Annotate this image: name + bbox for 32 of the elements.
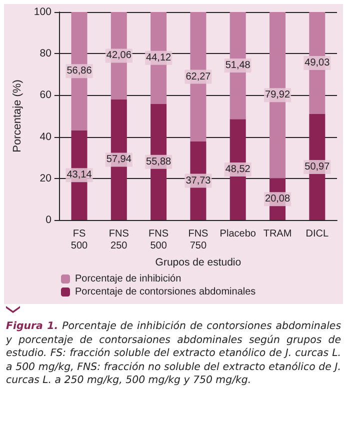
x-tick-label: FNS 250	[108, 228, 130, 252]
legend-label: Porcentaje de inhibición	[75, 274, 182, 284]
legend-label: Porcentaje de contorsiones abdominales	[75, 286, 256, 298]
x-tick-label: FS 500	[70, 228, 88, 252]
y-tick-label: 40	[40, 130, 52, 143]
x-tick-label: FNS 500	[148, 228, 169, 252]
y-tick-label: 60	[40, 89, 52, 102]
y-tick-label: 0	[46, 214, 52, 226]
data-label: 20,08	[265, 194, 290, 205]
x-tick-label: FNS 750	[188, 228, 209, 252]
data-label: 57,94	[106, 154, 132, 166]
data-label: 51,48	[225, 60, 251, 72]
y-tick-label: 20	[40, 172, 52, 184]
data-label: 48,52	[225, 164, 251, 176]
x-tick-label: Placebo	[220, 228, 256, 240]
text: Figura 1. Porcentaje de inhibición de contorsiones abdominales y porcentaje de contorsaiones abdominales según grupos de estudio. FS: fracción soluble del extracto etanólico de J. curcas L. a 500 mg/kg, FNS: fracción no soluble del extracto etanólico de J. curcas L. a 250 mg/kg, 500 mg/kg y 750 mg/kg.	[6, 320, 342, 388]
y-axis-title: Porcentaje (%)	[12, 80, 24, 152]
data-label: 42,06	[106, 50, 132, 62]
data-label: 44,12	[146, 52, 172, 64]
y-tick-label: 80	[40, 48, 52, 60]
y-tick-label: 100	[34, 6, 52, 18]
data-label: 56,86	[66, 66, 92, 77]
data-label: 50,97	[304, 161, 330, 172]
x-axis-title: Grupos de estudio	[155, 256, 242, 268]
x-tick-label: TRAM	[263, 228, 292, 240]
data-label: 49,03	[304, 57, 330, 68]
data-label: 43,14	[66, 170, 92, 181]
data-label: 62,27	[186, 71, 212, 82]
data-label: 37,73	[186, 175, 212, 186]
data-label: 79,92	[265, 90, 290, 101]
x-tick-label: DICL	[306, 228, 329, 240]
data-label: 55,88	[146, 156, 172, 168]
